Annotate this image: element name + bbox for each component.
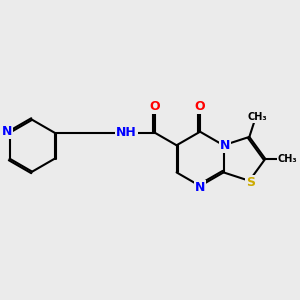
- Text: N: N: [220, 139, 230, 152]
- Text: NH: NH: [116, 126, 136, 139]
- Text: O: O: [150, 100, 160, 113]
- Text: CH₃: CH₃: [278, 154, 297, 164]
- Text: CH₃: CH₃: [248, 112, 267, 122]
- Text: N: N: [195, 181, 205, 194]
- Text: N: N: [2, 125, 12, 138]
- Text: O: O: [195, 100, 206, 113]
- Text: S: S: [246, 176, 255, 189]
